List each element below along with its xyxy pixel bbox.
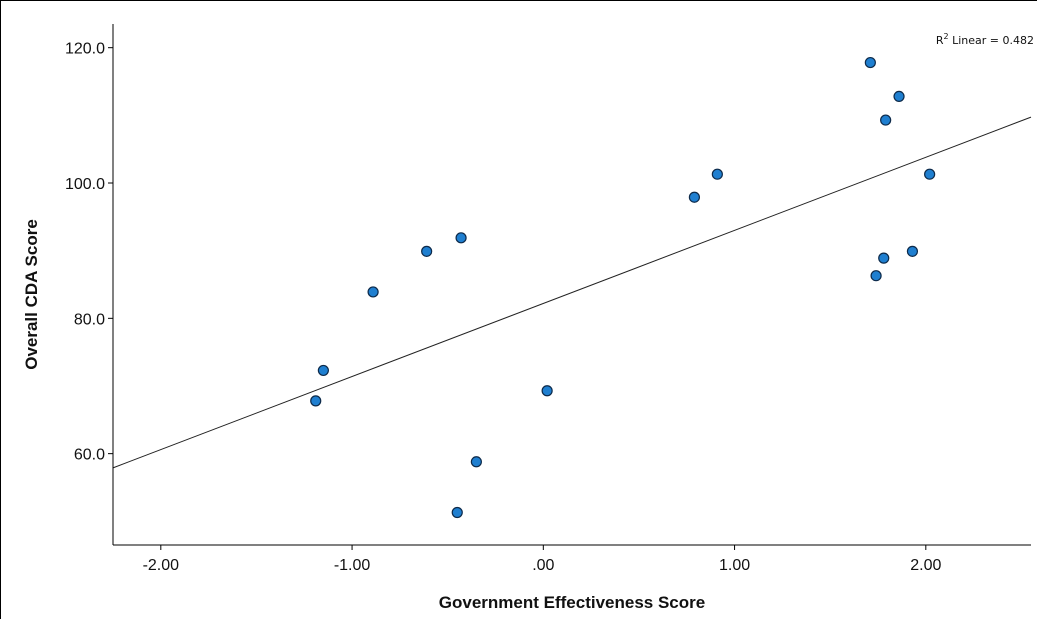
x-tick-label: 1.00 bbox=[719, 557, 750, 574]
y-axis-title: Overall CDA Score bbox=[22, 219, 41, 370]
r-squared-superscript: 2 bbox=[944, 32, 949, 41]
x-tick-label: -2.00 bbox=[143, 557, 180, 574]
x-tick-label: .00 bbox=[532, 557, 554, 574]
data-point bbox=[870, 270, 882, 282]
regression-line bbox=[112, 116, 1032, 469]
data-point bbox=[421, 245, 433, 257]
y-tick-label: 100.0 bbox=[65, 176, 105, 193]
data-point bbox=[878, 252, 890, 264]
data-point bbox=[711, 168, 723, 180]
data-point bbox=[924, 168, 936, 180]
y-tick-label: 120.0 bbox=[65, 41, 105, 58]
data-point bbox=[541, 385, 553, 397]
data-point bbox=[893, 90, 905, 102]
data-point bbox=[880, 114, 892, 126]
data-point bbox=[455, 232, 467, 244]
y-tick-label: 60.0 bbox=[74, 447, 105, 464]
axes-group bbox=[112, 24, 1031, 546]
data-point bbox=[451, 506, 463, 519]
data-point bbox=[688, 191, 701, 203]
points-group bbox=[310, 56, 936, 519]
x-axis-title: Government Effectiveness Score bbox=[439, 593, 705, 612]
data-point bbox=[310, 395, 322, 407]
r-squared-prefix: R bbox=[936, 34, 944, 47]
data-point bbox=[367, 286, 379, 298]
x-tick-label: 2.00 bbox=[910, 557, 941, 574]
r-squared-value: Linear = 0.482 bbox=[949, 34, 1034, 47]
x-tick-label: -1.00 bbox=[334, 557, 371, 574]
fit-line-group bbox=[112, 116, 1032, 469]
data-point bbox=[864, 56, 876, 69]
r-squared-annotation: R2 Linear = 0.482 bbox=[936, 32, 1034, 47]
data-point bbox=[906, 245, 919, 257]
data-point bbox=[470, 456, 482, 468]
y-tick-label: 80.0 bbox=[74, 311, 105, 328]
data-point bbox=[317, 364, 329, 377]
tick-labels-group: -2.00 -1.00 .00 1.00 2.00 60.0 80.0 100.0 120.0 bbox=[65, 41, 942, 574]
